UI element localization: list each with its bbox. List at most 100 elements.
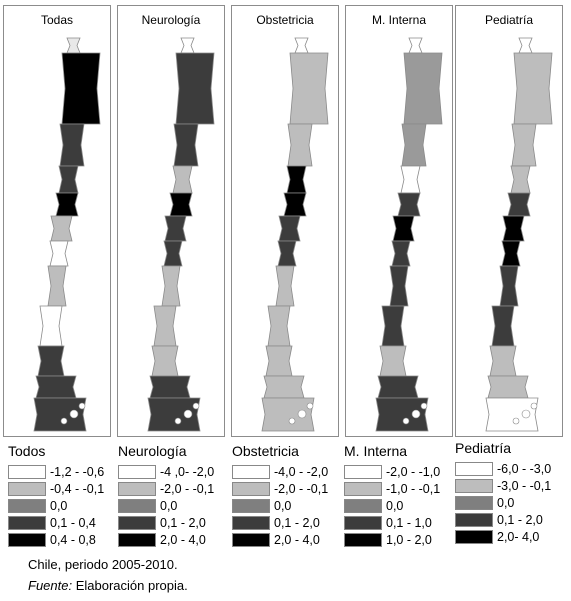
legend-swatch bbox=[455, 512, 493, 527]
region-12 bbox=[261, 397, 315, 432]
region-5 bbox=[55, 192, 79, 217]
region-5 bbox=[169, 192, 193, 217]
legend-label: -1,2 - -0,6 bbox=[50, 464, 105, 479]
legend-item: -2,0 - -0,1 bbox=[118, 480, 230, 497]
region-2 bbox=[289, 52, 329, 125]
legend-label: -3,0 - -0,1 bbox=[497, 478, 552, 493]
region-11 bbox=[35, 375, 77, 399]
legend-item: -4,0 - -2,0 bbox=[232, 463, 344, 480]
legend-item: -0,4 - -0,1 bbox=[8, 480, 120, 497]
island-3 bbox=[60, 417, 68, 425]
legend-label: 0,1 - 0,4 bbox=[50, 515, 96, 530]
region-2 bbox=[175, 52, 215, 125]
region-6 bbox=[50, 215, 73, 242]
legend-swatch bbox=[232, 498, 270, 513]
chile-map bbox=[485, 37, 553, 432]
legend-swatch bbox=[344, 481, 382, 496]
legend-swatch bbox=[118, 498, 156, 513]
period-text: Chile, periodo 2005-2010. bbox=[28, 557, 178, 572]
region-9 bbox=[153, 305, 177, 347]
island-1 bbox=[183, 409, 193, 419]
region-8 bbox=[161, 265, 181, 307]
legend-title: Neurología bbox=[118, 443, 187, 459]
island-3 bbox=[174, 417, 182, 425]
region-3 bbox=[511, 123, 537, 167]
legend-item: -1,2 - -0,6 bbox=[8, 463, 120, 480]
legend-item: 0,4 - 0,8 bbox=[8, 531, 120, 548]
legend-swatch bbox=[232, 481, 270, 496]
legend-label: 0,1 - 2,0 bbox=[274, 515, 320, 530]
island-3 bbox=[512, 417, 520, 425]
legend-item: 0,1 - 2,0 bbox=[232, 514, 344, 531]
legend-label: 0,0 bbox=[497, 495, 515, 510]
legend-item: 2,0 - 4,0 bbox=[232, 531, 344, 548]
map-panel-m-interna: M. Interna bbox=[345, 5, 453, 437]
island-2 bbox=[192, 402, 200, 410]
region-12 bbox=[147, 397, 201, 432]
legend-pediatria: Pediatría -6,0 - -3,0 -3,0 - -0,1 0,0 0,… bbox=[455, 440, 567, 545]
region-8 bbox=[499, 265, 519, 307]
region-3 bbox=[287, 123, 313, 167]
legend-label: 0,1 - 1,0 bbox=[386, 515, 432, 530]
legend-todos: Todos -1,2 - -0,6 -0,4 - -0,1 0,0 0,1 - … bbox=[8, 443, 120, 548]
legend-label: 0,1 - 2,0 bbox=[497, 512, 543, 527]
legend-label: 2,0 - 4,0 bbox=[274, 532, 320, 547]
map-title: M. Interna bbox=[371, 13, 427, 27]
legend-swatch bbox=[344, 464, 382, 479]
region-6 bbox=[164, 215, 187, 242]
region-7 bbox=[49, 240, 69, 267]
region-10 bbox=[37, 345, 65, 377]
region-12 bbox=[33, 397, 87, 432]
legend-swatch bbox=[344, 532, 382, 547]
legend-item: 0,0 bbox=[344, 497, 456, 514]
legend-item: 2,0- 4,0 bbox=[455, 528, 567, 545]
legend-item: 0,1 - 1,0 bbox=[344, 514, 456, 531]
legend-item: 0,0 bbox=[455, 494, 567, 511]
legend-item: 0,1 - 2,0 bbox=[455, 511, 567, 528]
legend-title: M. Interna bbox=[344, 443, 408, 459]
region-11 bbox=[263, 375, 305, 399]
region-8 bbox=[389, 265, 409, 307]
island-3 bbox=[402, 417, 410, 425]
legend-swatch bbox=[118, 515, 156, 530]
legend-swatch bbox=[232, 464, 270, 479]
region-1 bbox=[518, 37, 533, 54]
legend-swatch bbox=[118, 464, 156, 479]
island-3 bbox=[288, 417, 296, 425]
legend-title: Pediatría bbox=[455, 440, 512, 456]
legend-m-interna: M. Interna -2,0 - -1,0 -1,0 - -0,1 0,0 0… bbox=[344, 443, 456, 548]
legend-item: 0,0 bbox=[232, 497, 344, 514]
legend-item: 0,1 - 0,4 bbox=[8, 514, 120, 531]
region-10 bbox=[379, 345, 407, 377]
region-1 bbox=[408, 37, 423, 54]
legend-label: -2,0 - -0,1 bbox=[274, 481, 329, 496]
legend-label: 0,0 bbox=[386, 498, 404, 513]
legend-swatch bbox=[8, 498, 46, 513]
region-11 bbox=[377, 375, 419, 399]
legend-label: 0,0 bbox=[274, 498, 292, 513]
legend-swatch bbox=[118, 481, 156, 496]
legend-label: 0,0 bbox=[160, 498, 178, 513]
map-panel-pediatria: Pediatría bbox=[455, 5, 563, 437]
region-11 bbox=[149, 375, 191, 399]
legend-item: -1,0 - -0,1 bbox=[344, 480, 456, 497]
region-10 bbox=[151, 345, 179, 377]
region-1 bbox=[66, 37, 81, 54]
legend-label: -4,0 - -2,0 bbox=[274, 464, 329, 479]
region-3 bbox=[173, 123, 199, 167]
map-title: Pediatría bbox=[484, 13, 534, 27]
region-12 bbox=[485, 397, 539, 432]
legend-label: 0,1 - 2,0 bbox=[160, 515, 206, 530]
region-2 bbox=[403, 52, 443, 125]
legend-neurologia: Neurología -4 ,0- -2,0 -2,0 - -0,1 0,0 0… bbox=[118, 443, 230, 548]
legend-item: -3,0 - -0,1 bbox=[455, 477, 567, 494]
legend-swatch bbox=[455, 529, 493, 544]
legend-swatch bbox=[455, 495, 493, 510]
region-7 bbox=[277, 240, 297, 267]
region-1 bbox=[294, 37, 309, 54]
region-2 bbox=[513, 52, 553, 125]
legend-label: 0,0 bbox=[50, 498, 68, 513]
region-4 bbox=[58, 165, 79, 194]
legend-title: Todos bbox=[8, 443, 46, 459]
source-note: Fuente: Elaboración propia. bbox=[28, 578, 188, 593]
